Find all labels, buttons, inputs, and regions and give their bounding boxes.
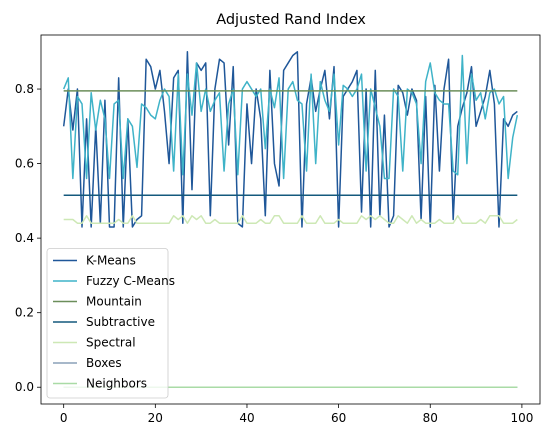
y-tick-label: 0.0 (15, 380, 34, 394)
series-line-fuzzy-c-means (62, 54, 519, 180)
y-tick-label: 0.6 (15, 157, 34, 171)
y-tick-label: 0.2 (15, 306, 34, 320)
x-tick-label: 60 (331, 411, 346, 425)
legend: K-Means Fuzzy C-Means Mountain Subtractive S… (46, 248, 175, 399)
x-tick-label: 100 (510, 411, 533, 425)
y-axis-ticks: 0.0 0.2 0.4 0.6 0.8 (15, 82, 41, 394)
legend-box (46, 248, 169, 399)
x-axis-ticks: 0 20 40 60 80 100 (60, 404, 533, 425)
y-tick-label: 0.8 (15, 82, 34, 96)
legend-label: Boxes (86, 356, 122, 370)
y-tick-label: 0.4 (15, 231, 34, 245)
legend-label: Mountain (86, 295, 142, 309)
legend-label: Subtractive (86, 315, 155, 329)
chart-title: Adjusted Rand Index (216, 12, 366, 28)
series-line-k-means (62, 51, 518, 228)
x-tick-label: 80 (423, 411, 438, 425)
plot-lines (62, 51, 519, 388)
legend-label: K-Means (86, 254, 136, 268)
axes-frame (40, 34, 541, 405)
x-tick-label: 40 (239, 411, 254, 425)
x-tick-label: 20 (148, 411, 163, 425)
series-line-spectral (63, 215, 518, 224)
legend-label: Fuzzy C-Means (86, 274, 175, 288)
legend-label: Neighbors (86, 377, 147, 391)
x-tick-label: 0 (60, 411, 68, 425)
legend-label: Spectral (86, 336, 136, 350)
